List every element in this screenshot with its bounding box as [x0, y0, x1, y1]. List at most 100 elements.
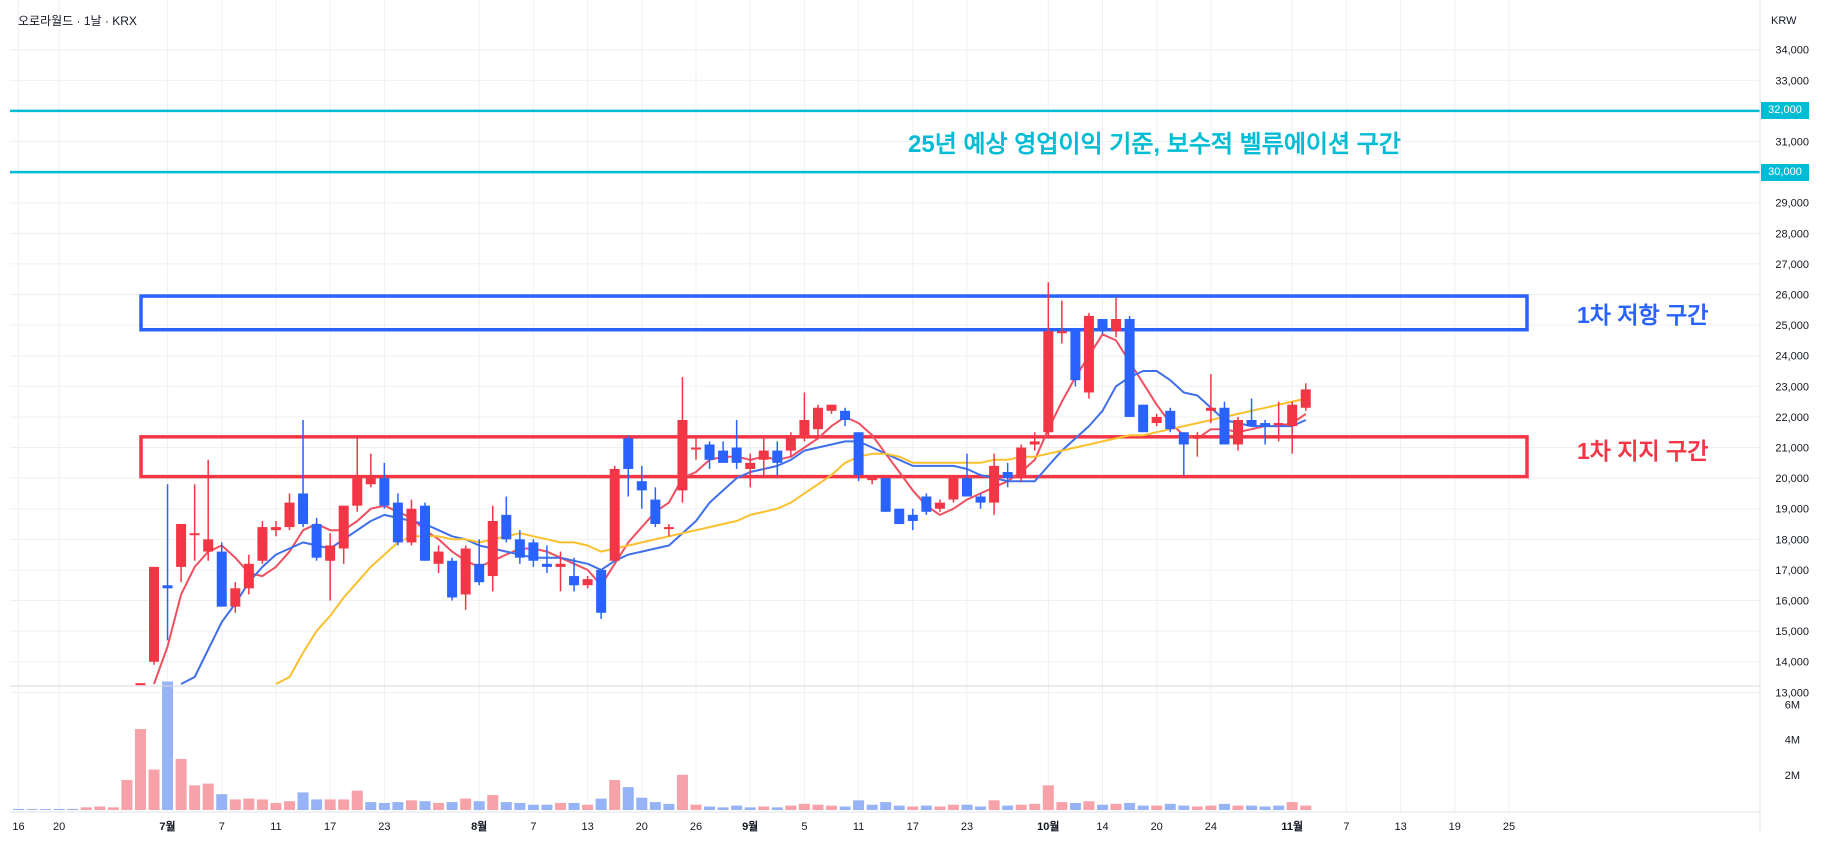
- price-line-badge-30000: 30,000: [1761, 163, 1809, 181]
- time-axis: 16 20 7월 7 11 17 23 8월 7 13 20 26 9월 5 11 17 23 10월 14 20 24…: [12, 819, 1515, 833]
- candle-body: [433, 551, 444, 564]
- candle: [840, 407, 851, 427]
- candle: [718, 441, 729, 463]
- volume-bar: [1286, 802, 1298, 810]
- volume-bar: [731, 805, 743, 810]
- price-tick-label: 31,000: [1775, 137, 1809, 149]
- price-tick-label: 27,000: [1775, 259, 1809, 271]
- candle: [501, 496, 512, 543]
- candle-body: [840, 410, 851, 420]
- candle-body: [257, 527, 268, 561]
- candle-body: [514, 539, 525, 558]
- candle-body: [1165, 410, 1176, 430]
- candle: [379, 462, 390, 509]
- volume-bar: [541, 804, 553, 810]
- price-tick-label: 34,000: [1775, 45, 1809, 57]
- horizontal-price-lines: [10, 109, 1760, 174]
- candle: [149, 566, 159, 665]
- candle-body: [1178, 432, 1189, 445]
- price-tick-label: 33,000: [1775, 75, 1809, 87]
- volume-bar: [988, 800, 1000, 810]
- candle: [1056, 300, 1067, 344]
- volume-bar: [744, 807, 756, 810]
- volume-bar: [378, 802, 390, 810]
- price-tick-label: 15,000: [1775, 626, 1809, 638]
- candle-body: [758, 450, 769, 460]
- volume-bar: [1083, 801, 1095, 810]
- time-tick-label: 11: [853, 821, 864, 833]
- price-tick-label: 26,000: [1775, 290, 1809, 302]
- candle: [799, 392, 810, 442]
- volume-bar: [609, 780, 621, 810]
- candle: [582, 576, 593, 589]
- candle-body: [1002, 472, 1013, 479]
- volume-bar: [1097, 804, 1108, 810]
- candle-body: [1029, 441, 1040, 445]
- volume-bar: [582, 804, 594, 810]
- candle: [514, 530, 525, 564]
- candle-body: [1083, 315, 1094, 393]
- volume-bar: [121, 780, 133, 810]
- volume-bar: [717, 807, 729, 810]
- volume-bar: [961, 804, 973, 810]
- currency-label: KRW: [1771, 15, 1797, 27]
- candle-body: [1205, 407, 1216, 411]
- candle-body: [1192, 435, 1203, 439]
- candle: [216, 542, 227, 607]
- candle: [948, 475, 959, 503]
- volume-bar: [920, 805, 932, 810]
- candle-body: [596, 569, 607, 613]
- candle: [162, 484, 173, 641]
- candle: [745, 453, 756, 488]
- grid-lines: [10, 0, 1760, 812]
- volume-bar: [53, 808, 65, 810]
- candle-body: [203, 539, 214, 552]
- time-tick-label: 7월: [159, 819, 175, 833]
- candle: [569, 557, 580, 592]
- candle: [392, 493, 403, 546]
- candle-body: [921, 496, 932, 512]
- candle: [826, 404, 837, 414]
- candle: [867, 475, 878, 485]
- candle: [1124, 315, 1135, 417]
- time-tick-label: 20: [53, 821, 65, 833]
- volume-bar: [80, 807, 92, 810]
- candle-body: [650, 499, 661, 525]
- ma20-line: [180, 370, 1307, 685]
- time-tick-label: 23: [378, 821, 390, 833]
- candle: [176, 524, 187, 583]
- candle-body: [1287, 404, 1298, 427]
- candle-body: [948, 478, 959, 500]
- candle: [433, 545, 444, 574]
- candle: [785, 432, 796, 457]
- candle: [406, 499, 417, 546]
- volume-bar: [392, 802, 404, 810]
- volume-bar: [26, 809, 38, 810]
- candle-body: [962, 478, 972, 497]
- price-tick-label: 28,000: [1775, 228, 1809, 240]
- candle: [257, 520, 268, 564]
- volume-bar: [256, 799, 268, 810]
- candle-body: [189, 533, 200, 536]
- volume-bar: [1191, 806, 1203, 810]
- price-tick-label: 23,000: [1775, 381, 1809, 393]
- volume-bar: [676, 774, 688, 810]
- volume-bar: [487, 795, 499, 810]
- volume-bar: [771, 807, 783, 810]
- time-tick-label: 5: [801, 821, 807, 833]
- volume-bar: [460, 798, 472, 810]
- volume-bar: [1273, 805, 1285, 810]
- candle-body: [1124, 319, 1135, 417]
- candle-body: [569, 576, 580, 586]
- volume-bar: [1124, 802, 1136, 810]
- volume-bar: [216, 794, 228, 810]
- volume-bar: [1137, 805, 1149, 810]
- candlesticks: [135, 282, 1311, 686]
- candle-body: [582, 579, 593, 586]
- candle: [270, 520, 281, 537]
- candle: [894, 508, 905, 525]
- candle: [921, 493, 932, 515]
- candle: [487, 505, 498, 592]
- volume-bar: [1069, 802, 1081, 810]
